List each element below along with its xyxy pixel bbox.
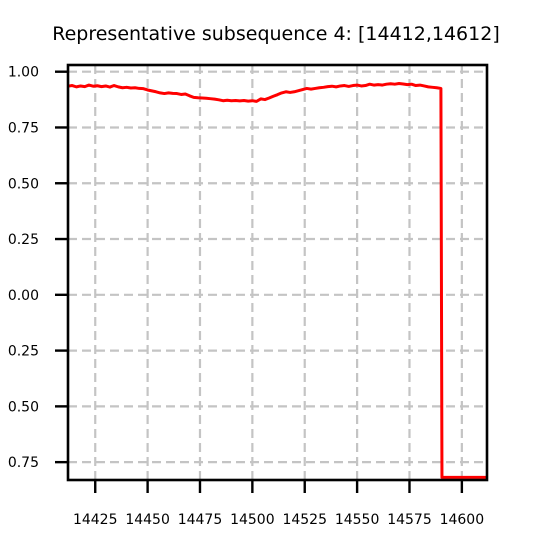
grid-lines [68,65,487,480]
y-tick-label: 0.00 [8,288,39,304]
x-tick-label: 14525 [282,512,327,528]
y-tick-label: 0.75 [8,120,39,136]
x-tick-label: 14550 [335,512,380,528]
x-tick-label: 14500 [230,512,275,528]
y-axis: 1.00 0.75 0.50 0.25 0.00 0.25 0.50 0.75 [8,65,68,471]
x-tick-label: 14600 [440,512,485,528]
y-tick-label: 0.50 [8,176,39,192]
x-tick-label: 14475 [178,512,223,528]
x-axis: 14425 14450 14475 14500 14525 14550 14575 14600 [73,480,484,528]
y-tick-label: 1.00 [8,65,39,81]
chart-title: Representative subsequence 4: [14412,146… [52,23,499,45]
y-tick-label: 0.75 [8,455,39,471]
series-line [67,82,487,479]
y-tick-label: 0.25 [8,232,39,248]
plot-frame [66,63,489,482]
x-tick-label: 14575 [387,512,432,528]
series-layer [67,82,487,479]
y-tick-label: 0.50 [8,399,39,415]
x-tick-label: 14450 [125,512,170,528]
x-tick-label: 14425 [73,512,118,528]
y-tick-label: 0.25 [8,344,39,360]
